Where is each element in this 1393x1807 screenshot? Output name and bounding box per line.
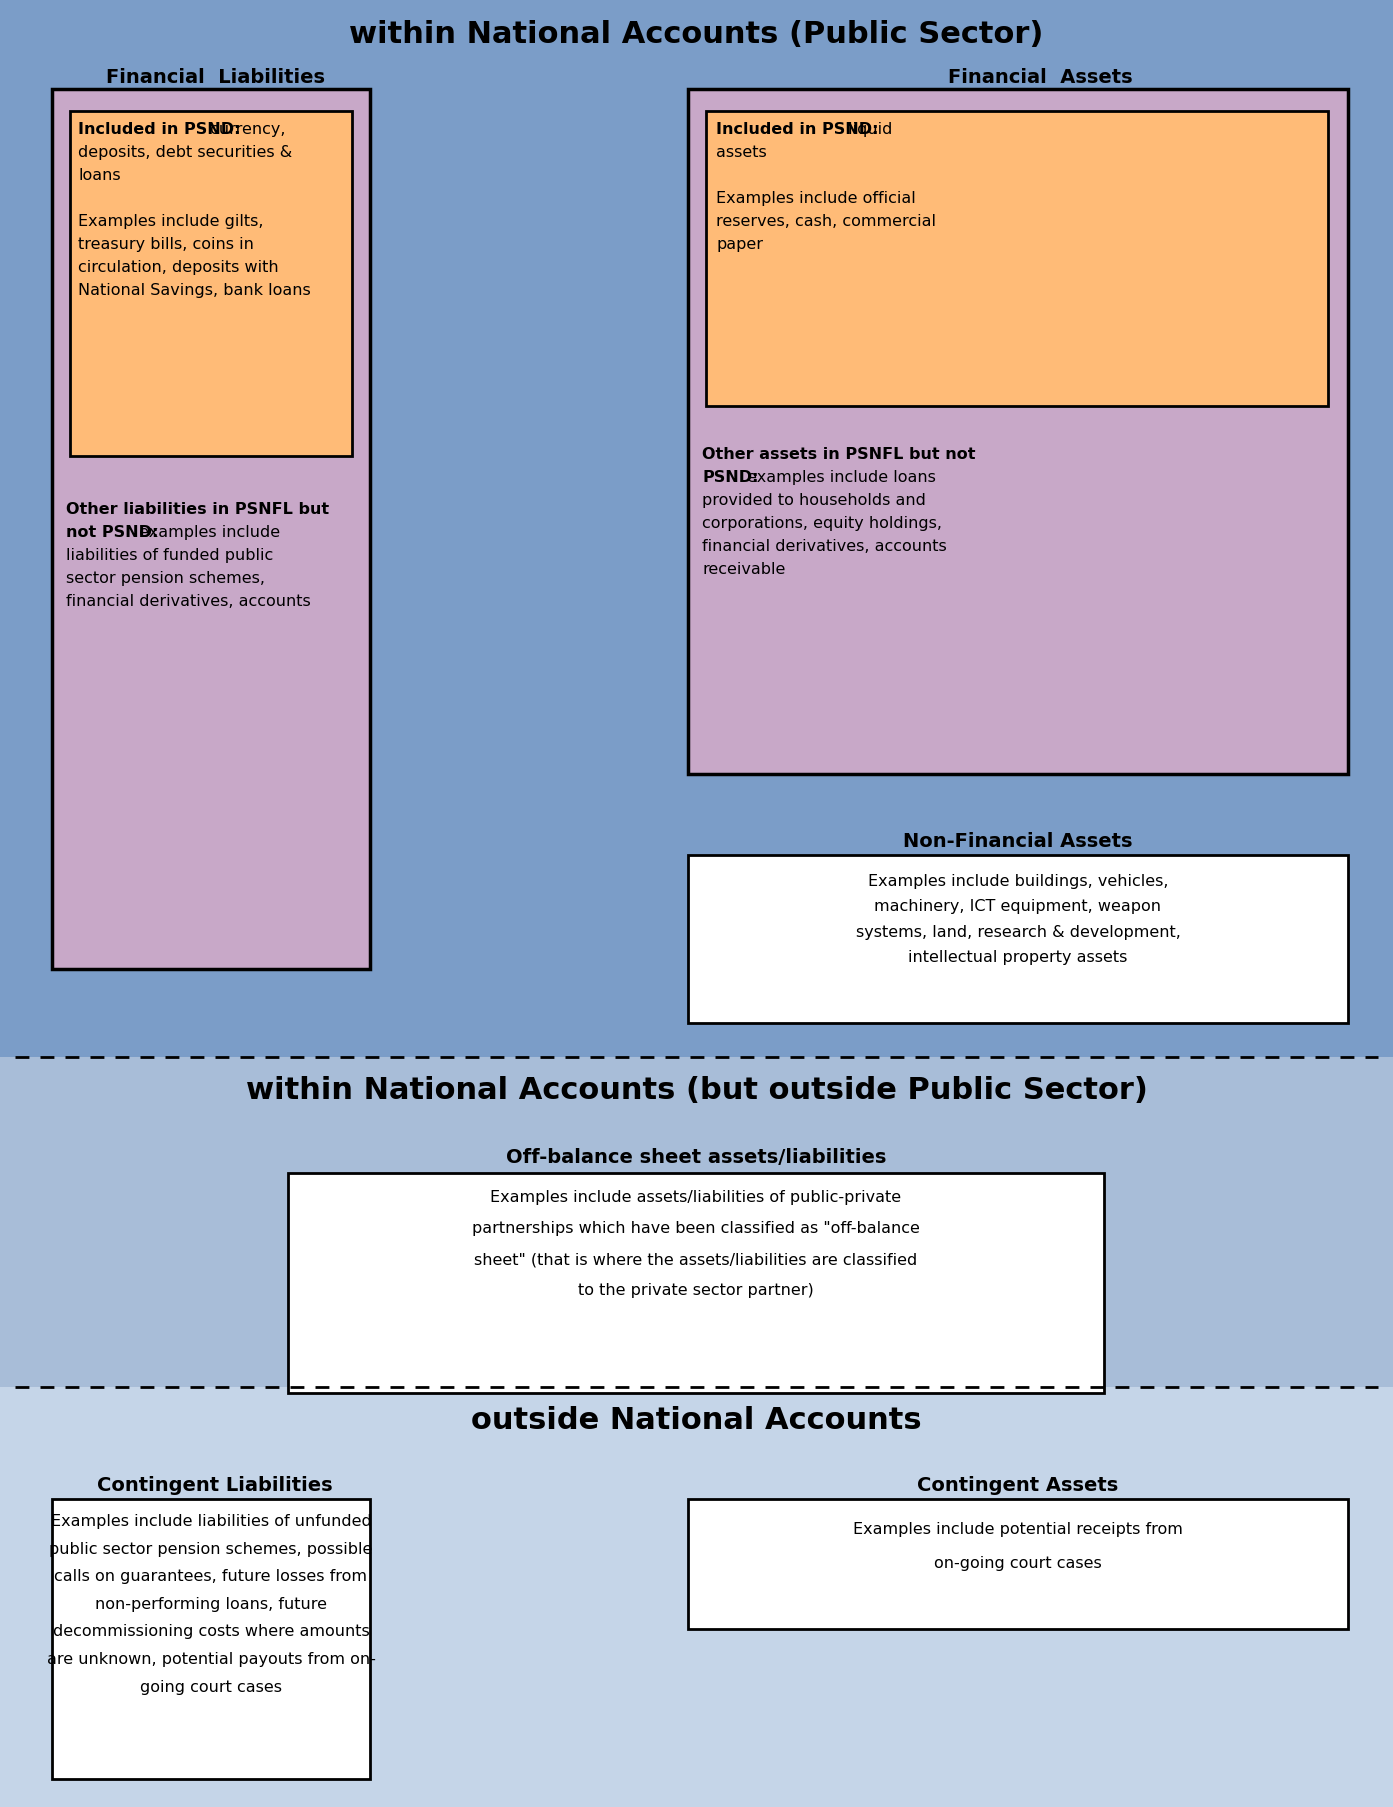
Bar [0, 1388, 1393, 1807]
Text: financial derivatives, accounts: financial derivatives, accounts [65, 595, 311, 609]
Bar [70, 112, 352, 457]
Text: Included in PSND:: Included in PSND: [78, 121, 241, 137]
Bar [688, 90, 1348, 775]
Text: decommissioning costs where amounts: decommissioning costs where amounts [53, 1623, 369, 1639]
Text: National Savings, bank loans: National Savings, bank loans [78, 284, 311, 298]
Bar [52, 1500, 371, 1780]
Text: examples include loans: examples include loans [742, 470, 936, 484]
Bar [288, 1173, 1105, 1393]
Text: PSND:: PSND: [702, 470, 759, 484]
Text: loans: loans [78, 168, 121, 183]
Text: sheet" (that is where the assets/liabilities are classified: sheet" (that is where the assets/liabili… [475, 1252, 918, 1267]
Text: Examples include buildings, vehicles,: Examples include buildings, vehicles, [868, 873, 1169, 889]
Text: Contingent Liabilities: Contingent Liabilities [98, 1475, 333, 1494]
Bar [688, 855, 1348, 1023]
Bar [706, 112, 1328, 407]
Text: Financial  Liabilities: Financial Liabilities [106, 69, 325, 87]
Text: to the private sector partner): to the private sector partner) [578, 1283, 814, 1297]
Text: Other assets in PSNFL but not: Other assets in PSNFL but not [702, 446, 975, 463]
Text: reserves, cash, commercial: reserves, cash, commercial [716, 213, 936, 229]
Text: intellectual property assets: intellectual property assets [908, 949, 1128, 965]
Text: Examples include gilts,: Examples include gilts, [78, 213, 263, 229]
Text: not PSND:: not PSND: [65, 524, 159, 540]
Bar [0, 1057, 1393, 1388]
Text: Examples include potential receipts from: Examples include potential receipts from [853, 1521, 1183, 1536]
Text: paper: paper [716, 237, 763, 251]
Text: Financial  Assets: Financial Assets [947, 69, 1133, 87]
Text: financial derivatives, accounts: financial derivatives, accounts [702, 538, 947, 553]
Text: circulation, deposits with: circulation, deposits with [78, 260, 279, 275]
Text: Off-balance sheet assets/liabilities: Off-balance sheet assets/liabilities [506, 1147, 887, 1166]
Text: examples include: examples include [134, 524, 280, 540]
Text: Examples include liabilities of unfunded: Examples include liabilities of unfunded [50, 1512, 372, 1529]
Text: assets: assets [716, 145, 766, 159]
Text: sector pension schemes,: sector pension schemes, [65, 571, 265, 585]
Text: going court cases: going court cases [141, 1679, 281, 1693]
Text: calls on guarantees, future losses from: calls on guarantees, future losses from [54, 1568, 368, 1583]
Text: non-performing loans, future: non-performing loans, future [95, 1596, 327, 1610]
Text: Examples include official: Examples include official [716, 192, 915, 206]
Text: on-going court cases: on-going court cases [935, 1556, 1102, 1570]
Text: deposits, debt securities &: deposits, debt securities & [78, 145, 293, 159]
Text: outside National Accounts: outside National Accounts [471, 1406, 922, 1435]
Text: provided to households and: provided to households and [702, 493, 926, 508]
Text: are unknown, potential payouts from on-: are unknown, potential payouts from on- [46, 1652, 376, 1666]
Text: Examples include assets/liabilities of public-private: Examples include assets/liabilities of p… [490, 1189, 901, 1203]
Text: receivable: receivable [702, 562, 786, 576]
Text: Included in PSND:: Included in PSND: [716, 121, 879, 137]
Text: treasury bills, coins in: treasury bills, coins in [78, 237, 254, 251]
Text: Contingent Assets: Contingent Assets [918, 1475, 1119, 1494]
Text: partnerships which have been classified as "off-balance: partnerships which have been classified … [472, 1220, 919, 1236]
Text: systems, land, research & development,: systems, land, research & development, [855, 923, 1180, 940]
Text: Other liabilities in PSNFL but: Other liabilities in PSNFL but [65, 502, 329, 517]
Text: public sector pension schemes, possible: public sector pension schemes, possible [49, 1541, 373, 1556]
Text: machinery, ICT equipment, weapon: machinery, ICT equipment, weapon [875, 898, 1162, 914]
Text: currency,: currency, [205, 121, 286, 137]
Text: within National Accounts (but outside Public Sector): within National Accounts (but outside Pu… [245, 1075, 1148, 1104]
Text: within National Accounts (Public Sector): within National Accounts (Public Sector) [350, 20, 1043, 49]
Bar [52, 90, 371, 970]
Bar [0, 0, 1393, 1057]
Bar [688, 1500, 1348, 1630]
Text: Non-Financial Assets: Non-Financial Assets [903, 831, 1133, 851]
Text: liabilities of funded public: liabilities of funded public [65, 548, 273, 562]
Text: corporations, equity holdings,: corporations, equity holdings, [702, 515, 942, 531]
Text: liquid: liquid [843, 121, 893, 137]
